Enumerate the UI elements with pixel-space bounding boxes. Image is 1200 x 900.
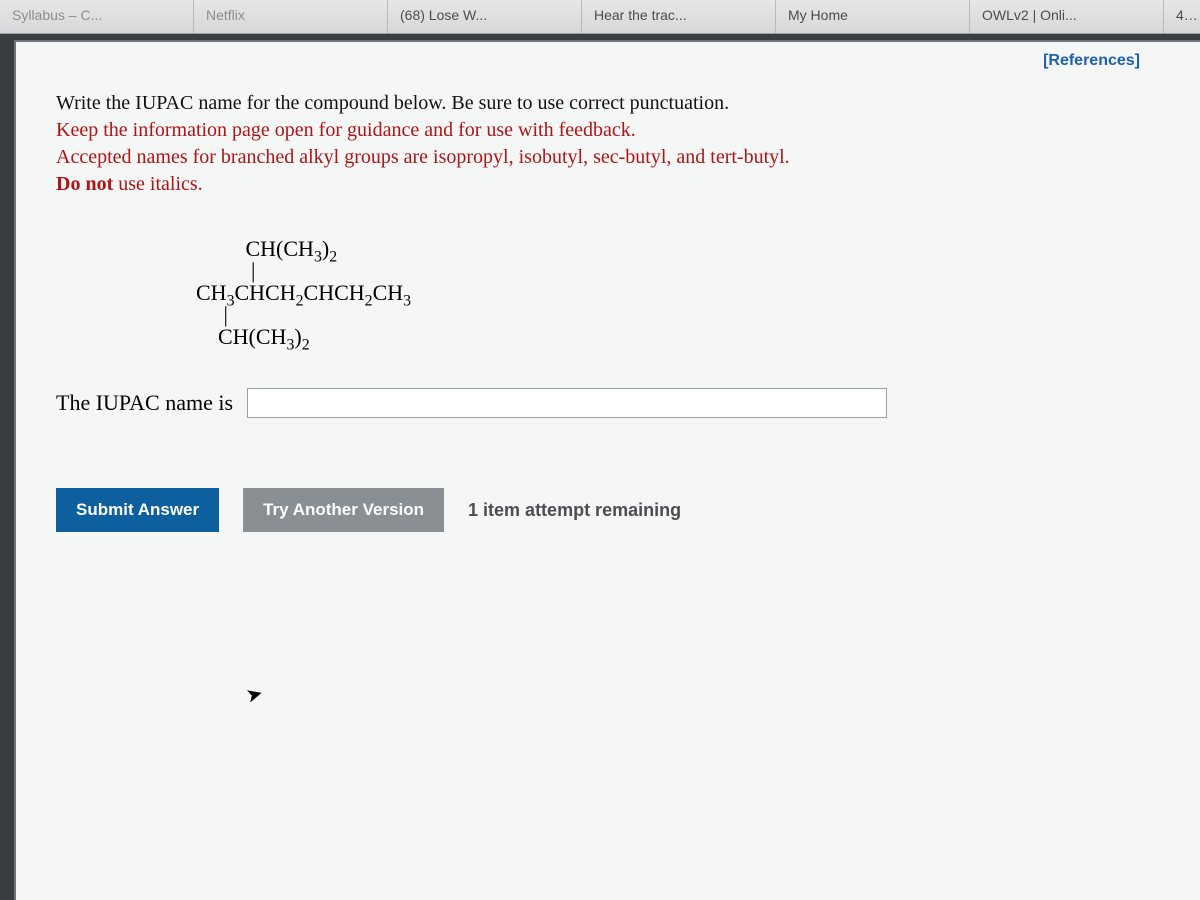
answer-label: The IUPAC name is (56, 390, 233, 416)
submit-answer-button[interactable]: Submit Answer (56, 488, 219, 532)
references-link[interactable]: [References] (1043, 52, 1140, 70)
tab-hear-the-trac[interactable]: Hear the trac... (582, 0, 776, 33)
structure-top-branch: CH(CH3)2 (196, 238, 1160, 260)
answer-row: The IUPAC name is (56, 388, 1160, 418)
try-another-version-button[interactable]: Try Another Version (243, 488, 444, 532)
tab-fragment[interactable]: 4- (1164, 0, 1200, 33)
browser-tabbar: Syllabus – C... Netflix (68) Lose W... H… (0, 0, 1200, 34)
tab-my-home[interactable]: My Home (776, 0, 970, 33)
tab-syllabus[interactable]: Syllabus – C... (0, 0, 194, 33)
cursor-icon: ➤ (243, 680, 266, 708)
iupac-name-input[interactable] (247, 388, 887, 418)
tab-owlv2[interactable]: OWLv2 | Onli... (970, 0, 1164, 33)
prompt-line-3: Accepted names for branched alkyl groups… (56, 144, 1160, 171)
action-row: Submit Answer Try Another Version 1 item… (56, 488, 1160, 532)
attempts-remaining-text: 1 item attempt remaining (468, 500, 681, 521)
prompt-do-not: Do not (56, 173, 113, 195)
prompt-line-1: Write the IUPAC name for the compound be… (56, 90, 1160, 117)
question-content: [References] Write the IUPAC name for th… (16, 42, 1200, 900)
structure-bottom-branch: CH(CH3)2 (196, 326, 1160, 348)
structure-bond-bottom: | (196, 304, 1160, 326)
tab-netflix[interactable]: Netflix (194, 0, 388, 33)
tab-lose-w[interactable]: (68) Lose W... (388, 0, 582, 33)
structure-bond-top: | (196, 260, 1160, 282)
prompt-line-2: Keep the information page open for guida… (56, 117, 1160, 144)
question-prompt: Write the IUPAC name for the compound be… (56, 90, 1160, 198)
prompt-line-4b: use italics. (113, 173, 202, 195)
prompt-line-4: Do not use italics. (56, 171, 1160, 198)
structure-main-chain: CH3CHCH2CHCH2CH3 (196, 282, 1160, 304)
page-viewport: [References] Write the IUPAC name for th… (14, 40, 1200, 900)
chemical-structure: CH(CH3)2 | CH3CHCH2CHCH2CH3 | CH(CH3)2 (196, 238, 1160, 348)
